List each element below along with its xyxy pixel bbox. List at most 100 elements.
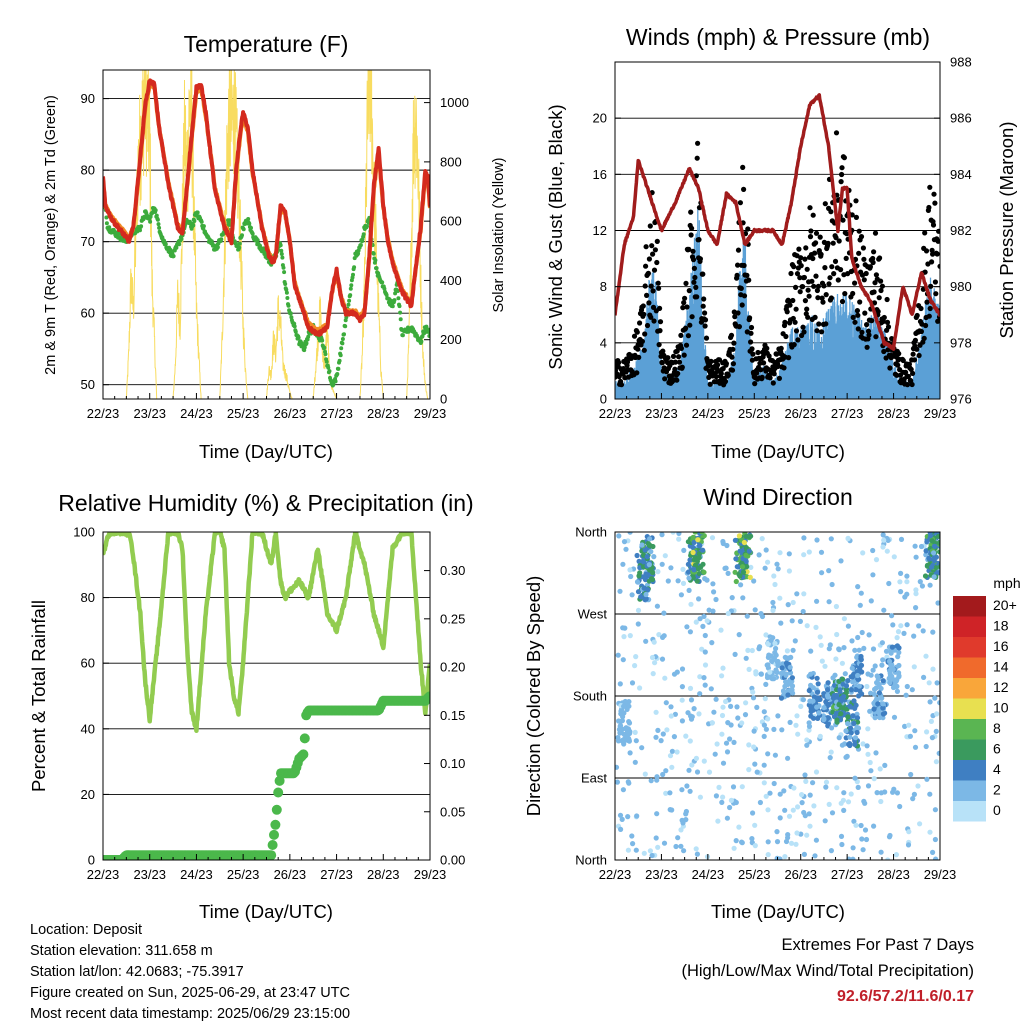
- y-tick-label: 80: [81, 590, 95, 605]
- direction-point: [782, 807, 788, 813]
- direction-point: [687, 557, 693, 563]
- direction-point: [794, 830, 800, 836]
- legend-swatch: [953, 678, 986, 699]
- dewpoint-point: [333, 379, 338, 384]
- direction-point: [744, 613, 750, 619]
- gust-point: [752, 381, 758, 387]
- direction-point: [915, 783, 921, 789]
- direction-point: [709, 720, 715, 726]
- speed-legend: mph 20+ 18 16 14 12 10 8 6 4 2 0: [953, 575, 1021, 822]
- direction-point: [697, 794, 704, 800]
- gust-point: [766, 353, 772, 359]
- gust-point: [648, 283, 654, 289]
- direction-point: [761, 722, 768, 728]
- direction-point: [651, 639, 657, 645]
- direction-point: [886, 580, 892, 587]
- direction-point: [691, 566, 697, 572]
- direction-point: [773, 645, 779, 652]
- direction-point: [838, 800, 844, 806]
- gust-point: [694, 155, 700, 161]
- direction-point: [804, 623, 810, 629]
- direction-point: [639, 745, 645, 751]
- direction-point: [836, 735, 842, 741]
- gust-point: [624, 359, 631, 365]
- direction-point: [692, 532, 698, 535]
- gust-point: [909, 381, 915, 388]
- sonic-wind-trace: [615, 209, 940, 399]
- direction-point: [806, 549, 812, 555]
- direction-point: [890, 666, 896, 673]
- gust-point: [787, 302, 793, 308]
- dewpoint-point: [279, 248, 284, 253]
- direction-point: [765, 751, 771, 757]
- direction-point: [790, 647, 796, 653]
- dewpoint-point: [336, 366, 341, 371]
- gust-point: [923, 322, 929, 329]
- direction-point: [854, 724, 860, 730]
- direction-point: [873, 557, 880, 563]
- legend-swatch: [953, 657, 986, 678]
- direction-point: [772, 752, 779, 758]
- gust-point: [695, 140, 701, 146]
- direction-point: [649, 654, 656, 661]
- direction-point: [728, 703, 734, 710]
- direction-point: [896, 649, 902, 656]
- direction-point: [844, 689, 850, 695]
- legend-label: 14: [993, 659, 1009, 675]
- direction-point: [690, 575, 696, 581]
- direction-point: [636, 573, 642, 579]
- direction-point: [724, 815, 731, 821]
- direction-point: [633, 654, 639, 660]
- direction-point: [697, 616, 703, 622]
- direction-point: [871, 691, 878, 697]
- direction-point: [616, 718, 622, 724]
- direction-point: [679, 697, 685, 703]
- direction-point: [731, 739, 737, 746]
- direction-point: [715, 818, 721, 824]
- dewpoint-point: [361, 232, 366, 237]
- direction-point: [823, 784, 829, 790]
- dewpoint-point: [215, 245, 220, 250]
- gust-point: [759, 374, 765, 380]
- gust-point: [730, 346, 736, 352]
- gust-point: [866, 332, 872, 338]
- direction-point: [917, 579, 923, 585]
- direction-point: [678, 827, 684, 833]
- direction-point: [757, 799, 764, 806]
- direction-point: [806, 723, 813, 730]
- direction-point: [827, 755, 833, 761]
- direction-point: [697, 674, 703, 680]
- direction-point: [927, 829, 933, 835]
- direction-point: [931, 558, 937, 564]
- direction-point: [806, 727, 812, 733]
- direction-point: [851, 698, 857, 704]
- gust-point: [839, 298, 846, 305]
- dewpoint-point: [255, 238, 260, 243]
- direction-point: [858, 590, 864, 596]
- dewpoint-point: [192, 219, 197, 223]
- direction-point: [738, 582, 744, 588]
- direction-point: [896, 662, 902, 669]
- gust-point: [878, 287, 884, 294]
- direction-point: [850, 713, 856, 719]
- gust-point: [812, 314, 818, 320]
- gust-point: [876, 295, 882, 301]
- gust-point: [662, 376, 668, 382]
- direction-point: [826, 568, 832, 574]
- y-tick-label: 4: [600, 335, 607, 350]
- direction-point: [818, 549, 825, 555]
- direction-point: [886, 658, 893, 665]
- gust-point: [697, 256, 704, 262]
- direction-point: [860, 741, 866, 747]
- gust-point: [852, 280, 858, 286]
- direction-point: [791, 785, 797, 791]
- dewpoint-point: [278, 243, 283, 248]
- y-tick-label: South: [573, 689, 607, 704]
- gust-point: [728, 332, 735, 338]
- gust-point: [657, 328, 663, 334]
- direction-point: [845, 536, 851, 542]
- direction-point: [896, 645, 902, 651]
- direction-point: [674, 749, 680, 755]
- direction-point: [638, 594, 644, 600]
- gust-point: [832, 258, 839, 264]
